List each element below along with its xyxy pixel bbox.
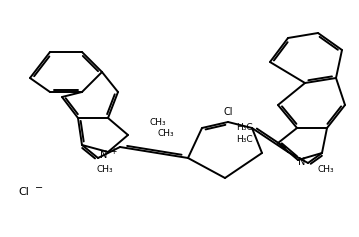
Text: CH₃: CH₃ (97, 165, 113, 174)
Text: −: − (35, 183, 43, 193)
Text: Cl: Cl (18, 187, 29, 197)
Text: H₃C: H₃C (236, 136, 253, 145)
Text: Cl: Cl (223, 107, 233, 117)
Text: N: N (298, 157, 306, 167)
Text: CH₃: CH₃ (158, 128, 174, 137)
Text: H₃C: H₃C (236, 123, 253, 132)
Text: CH₃: CH₃ (318, 165, 335, 174)
Text: CH₃: CH₃ (150, 118, 167, 127)
Text: N: N (100, 150, 108, 160)
Text: +: + (110, 147, 116, 156)
